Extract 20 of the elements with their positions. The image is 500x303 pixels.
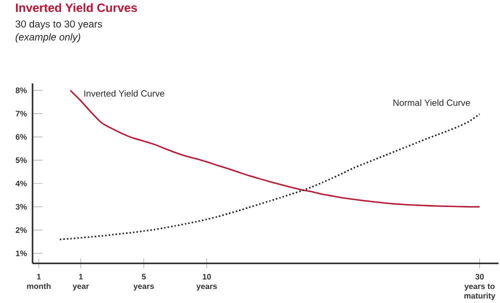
y-tick-label: 4% [16, 180, 27, 186]
y-tick-label: 1% [16, 250, 27, 256]
x-tick-label: 5 years [133, 274, 154, 290]
series-label: Inverted Yield Curve [84, 90, 164, 96]
y-tick-label: 8% [16, 87, 27, 93]
line-series [70, 89, 480, 208]
x-tick-label: 1 year [72, 274, 89, 290]
chart-subtitle: 30 days to 30 years [16, 20, 102, 30]
text: (example only) [16, 32, 80, 42]
chart-title: Inverted Yield Curves [16, 2, 137, 12]
y-tick-label: 3% [16, 204, 27, 210]
x-tick-label: 1 month [27, 274, 51, 289]
y-tick-label: 5% [16, 157, 27, 163]
y-tick-label: 2% [16, 227, 27, 233]
y-tick-label: 6% [16, 134, 27, 140]
x-tick-label: 10 years [196, 274, 217, 290]
x-tick-label: 30 years to maturity [464, 274, 496, 300]
line-series [59, 113, 480, 240]
y-tick-label: 7% [16, 110, 27, 116]
series-label: Normal Yield Curve [393, 99, 470, 106]
